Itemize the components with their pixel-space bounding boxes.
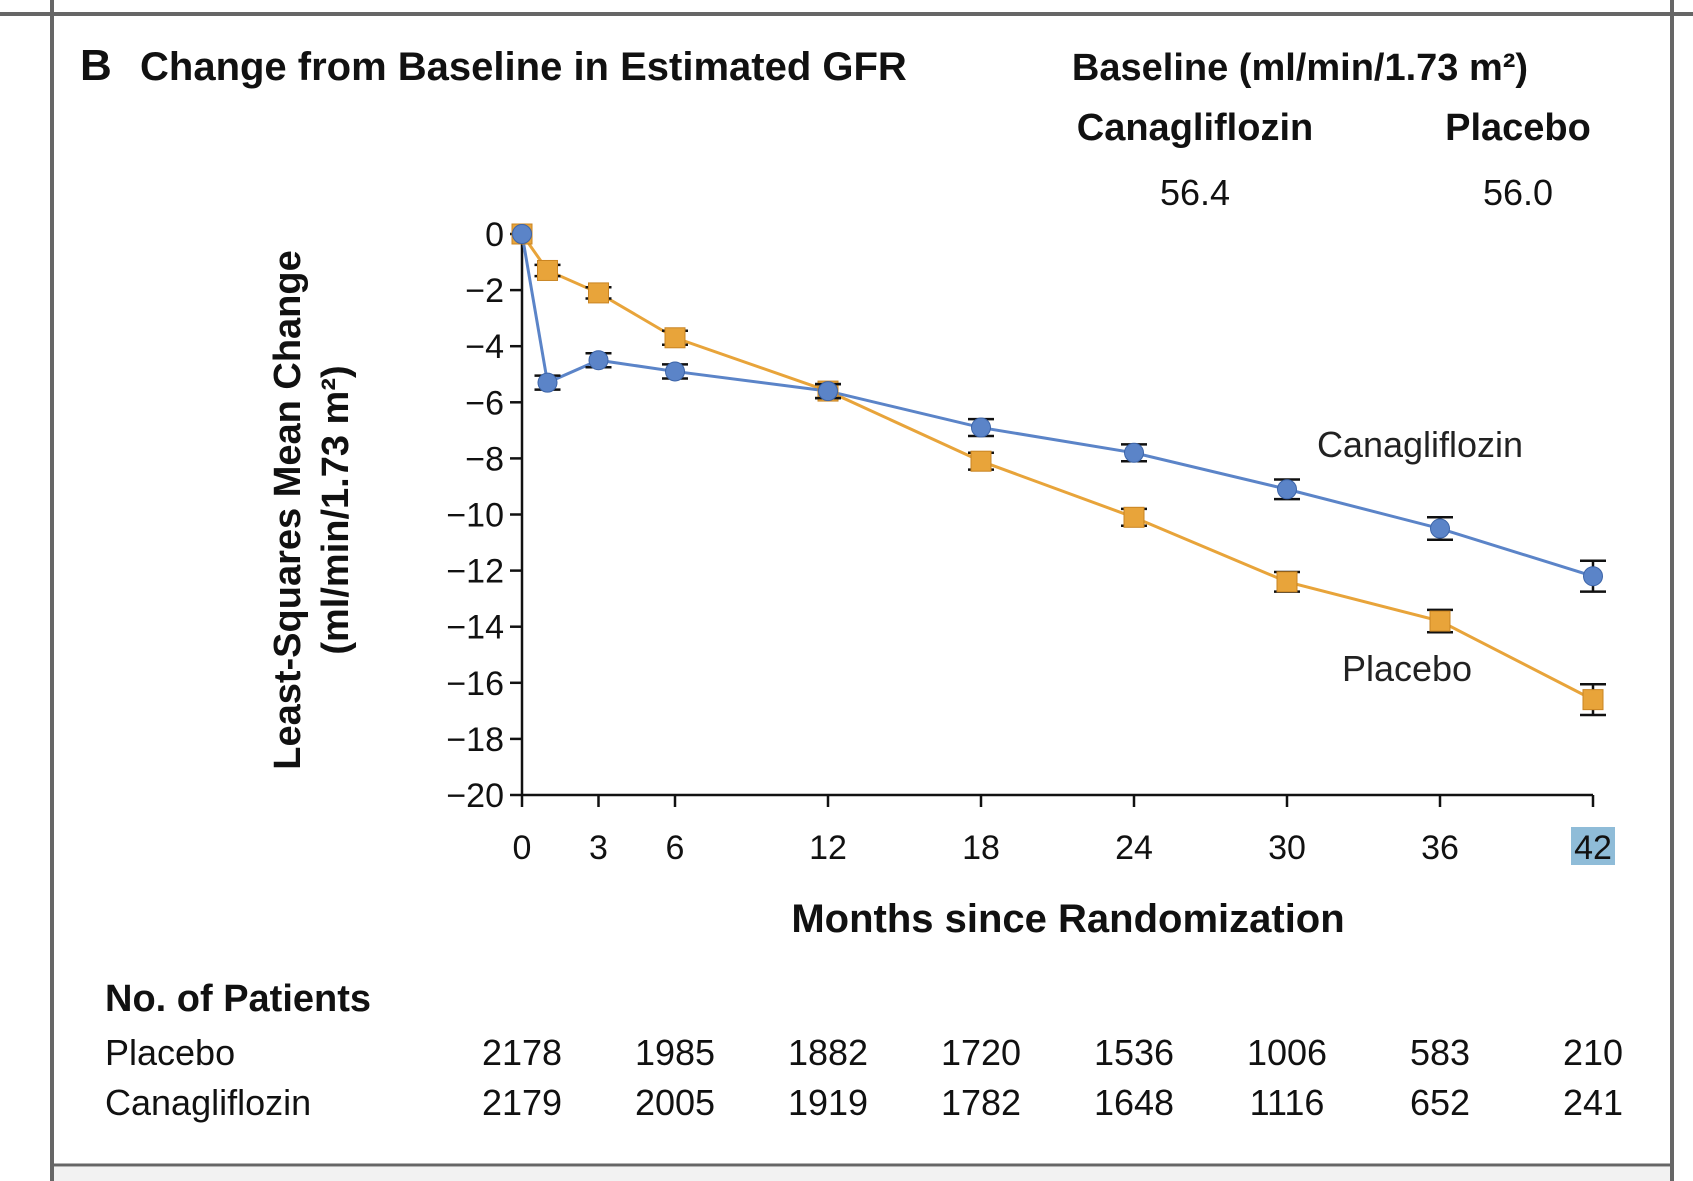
data-point-canagliflozin bbox=[512, 224, 532, 244]
patients-row-label-placebo: Placebo bbox=[105, 1032, 235, 1073]
chart-series bbox=[511, 223, 1606, 717]
y-axis-label-line1: Least-Squares Mean Change bbox=[267, 250, 309, 769]
data-point-canagliflozin bbox=[537, 372, 558, 393]
baseline-value-placebo: 56.0 bbox=[1483, 172, 1553, 213]
data-point-placebo bbox=[970, 450, 992, 472]
patients-header: No. of Patients bbox=[105, 978, 371, 1020]
patients-value-placebo: 2178 bbox=[482, 1032, 562, 1073]
patients-row-label-canagliflozin: Canagliflozin bbox=[105, 1082, 311, 1123]
patients-value-placebo: 1536 bbox=[1094, 1032, 1174, 1073]
baseline-group-placebo: Placebo bbox=[1445, 107, 1591, 149]
x-tick-label: 12 bbox=[809, 829, 847, 867]
data-point-placebo bbox=[537, 259, 558, 281]
annotation-placebo: Placebo bbox=[1342, 648, 1472, 689]
data-point-placebo bbox=[588, 282, 609, 304]
patients-value-canagliflozin: 241 bbox=[1563, 1082, 1623, 1123]
x-tick-label: 42 bbox=[1574, 829, 1612, 867]
patients-value-canagliflozin: 2005 bbox=[635, 1082, 715, 1123]
x-tick-highlight bbox=[1571, 827, 1615, 865]
patients-value-canagliflozin: 652 bbox=[1410, 1082, 1470, 1123]
data-point-canagliflozin bbox=[818, 381, 838, 402]
y-tick-label: −4 bbox=[465, 328, 504, 366]
panel-label: B bbox=[80, 41, 112, 90]
y-tick-label: −18 bbox=[446, 721, 504, 759]
y-axis-label: Least-Squares Mean Change (ml/min/1.73 m… bbox=[267, 250, 357, 769]
data-point-canagliflozin bbox=[1277, 479, 1297, 500]
y-tick-label: −6 bbox=[465, 384, 504, 422]
data-point-canagliflozin bbox=[1583, 566, 1603, 587]
data-point-placebo bbox=[1582, 689, 1604, 711]
data-point-placebo bbox=[1276, 571, 1298, 593]
y-tick-label: −10 bbox=[446, 497, 504, 535]
y-tick-label: −20 bbox=[446, 777, 504, 815]
patients-value-placebo: 210 bbox=[1563, 1032, 1623, 1073]
annotation-canagliflozin: Canagliflozin bbox=[1317, 424, 1523, 465]
y-tick-label: −14 bbox=[446, 609, 504, 647]
patients-value-canagliflozin: 1782 bbox=[941, 1082, 1021, 1123]
series-line-canagliflozin bbox=[520, 233, 1594, 578]
data-point-canagliflozin bbox=[1430, 518, 1450, 539]
patients-value-canagliflozin: 1648 bbox=[1094, 1082, 1174, 1123]
patients-value-placebo: 1720 bbox=[941, 1032, 1021, 1073]
baseline-value-canagliflozin: 56.4 bbox=[1160, 172, 1230, 213]
data-point-canagliflozin bbox=[588, 350, 609, 371]
data-point-canagliflozin bbox=[971, 417, 991, 438]
y-tick-label: −12 bbox=[446, 553, 504, 591]
patients-values: 2178 1985 1882 1720 1536 1006 583 210 2179 2005 19… bbox=[482, 1032, 1623, 1123]
x-tick-label: 36 bbox=[1421, 829, 1459, 867]
chart-axes: 0−2−4−6−8−10−12−14−16−18−200 3 6 12 18 24 30 36… bbox=[446, 216, 1615, 867]
x-tick-label: 0 bbox=[513, 829, 532, 867]
data-point-placebo bbox=[664, 327, 686, 349]
y-tick-label: −16 bbox=[446, 665, 504, 703]
y-tick-label: −8 bbox=[465, 440, 504, 478]
x-axis-label: Months since Randomization bbox=[791, 897, 1344, 941]
bottom-strip bbox=[54, 1167, 1670, 1181]
patients-value-placebo: 583 bbox=[1410, 1032, 1470, 1073]
patients-value-canagliflozin: 1919 bbox=[788, 1082, 868, 1123]
y-tick-label: 0 bbox=[485, 216, 504, 254]
baseline-group-canagliflozin: Canagliflozin bbox=[1077, 107, 1313, 149]
patients-value-placebo: 1985 bbox=[635, 1032, 715, 1073]
x-tick-label: 30 bbox=[1268, 829, 1306, 867]
data-point-placebo bbox=[1429, 610, 1451, 632]
data-point-canagliflozin bbox=[1124, 442, 1144, 463]
data-point-placebo bbox=[1123, 506, 1145, 528]
data-point-canagliflozin bbox=[665, 361, 685, 382]
x-tick-label: 18 bbox=[962, 829, 1000, 867]
x-tick-label: 24 bbox=[1115, 829, 1153, 867]
x-tick-label: 3 bbox=[589, 829, 608, 867]
patients-value-canagliflozin: 1116 bbox=[1250, 1082, 1325, 1123]
series-line-placebo bbox=[520, 233, 1594, 701]
patients-value-canagliflozin: 2179 bbox=[482, 1082, 562, 1123]
x-tick-label: 6 bbox=[666, 829, 685, 867]
y-tick-label: −2 bbox=[465, 272, 504, 310]
patients-value-placebo: 1006 bbox=[1247, 1032, 1327, 1073]
y-axis-label-line2: (ml/min/1.73 m²) bbox=[315, 365, 357, 654]
patients-value-placebo: 1882 bbox=[788, 1032, 868, 1073]
chart-title: Change from Baseline in Estimated GFR bbox=[140, 45, 907, 89]
baseline-header: Baseline (ml/min/1.73 m²) bbox=[1072, 47, 1528, 89]
